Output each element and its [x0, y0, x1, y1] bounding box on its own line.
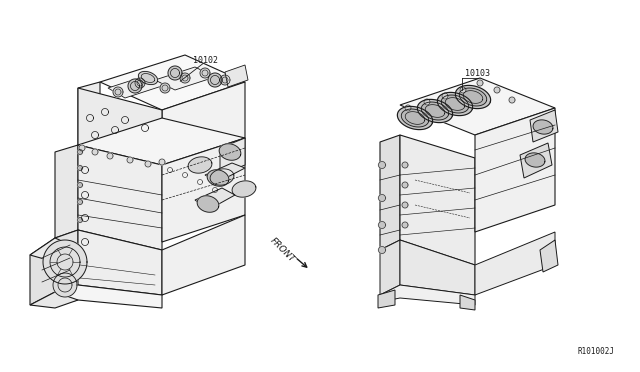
- Polygon shape: [145, 161, 151, 167]
- Polygon shape: [400, 240, 475, 295]
- Polygon shape: [30, 238, 78, 262]
- Polygon shape: [162, 138, 245, 242]
- Polygon shape: [220, 75, 230, 85]
- Polygon shape: [200, 68, 210, 78]
- Polygon shape: [456, 86, 491, 109]
- Polygon shape: [100, 55, 245, 110]
- Polygon shape: [138, 71, 157, 84]
- Polygon shape: [460, 88, 486, 106]
- Polygon shape: [402, 182, 408, 188]
- Text: FRONT: FRONT: [268, 236, 296, 264]
- Polygon shape: [225, 65, 248, 87]
- Polygon shape: [520, 143, 552, 178]
- Polygon shape: [197, 196, 219, 212]
- Polygon shape: [232, 181, 256, 197]
- Polygon shape: [78, 145, 162, 250]
- Polygon shape: [208, 73, 222, 87]
- Polygon shape: [160, 83, 170, 93]
- Polygon shape: [77, 218, 83, 222]
- Polygon shape: [525, 153, 545, 167]
- Polygon shape: [195, 188, 235, 210]
- Polygon shape: [77, 166, 83, 170]
- Text: R101002J: R101002J: [578, 347, 615, 356]
- Polygon shape: [378, 247, 385, 253]
- Polygon shape: [78, 82, 100, 145]
- Polygon shape: [220, 138, 245, 175]
- Polygon shape: [205, 163, 245, 182]
- Polygon shape: [417, 99, 452, 123]
- Polygon shape: [77, 199, 83, 205]
- Polygon shape: [30, 292, 78, 308]
- Polygon shape: [79, 145, 85, 151]
- Polygon shape: [55, 145, 78, 238]
- Polygon shape: [540, 240, 558, 272]
- Polygon shape: [509, 97, 515, 103]
- Polygon shape: [380, 135, 400, 250]
- Text: 10102: 10102: [193, 55, 218, 64]
- Polygon shape: [159, 159, 165, 165]
- Polygon shape: [162, 82, 245, 165]
- Polygon shape: [378, 195, 385, 202]
- Polygon shape: [55, 285, 162, 308]
- Polygon shape: [405, 105, 411, 111]
- Polygon shape: [380, 240, 400, 295]
- Polygon shape: [402, 202, 408, 208]
- Polygon shape: [188, 157, 212, 173]
- Polygon shape: [30, 238, 55, 305]
- Polygon shape: [128, 79, 142, 93]
- Polygon shape: [162, 215, 245, 295]
- Polygon shape: [397, 106, 433, 129]
- Polygon shape: [378, 221, 385, 228]
- Polygon shape: [135, 78, 145, 88]
- Polygon shape: [155, 67, 215, 90]
- Polygon shape: [43, 240, 87, 284]
- Polygon shape: [180, 73, 190, 83]
- Polygon shape: [92, 149, 98, 155]
- Polygon shape: [55, 230, 78, 292]
- Polygon shape: [168, 66, 182, 80]
- Polygon shape: [442, 95, 468, 113]
- Polygon shape: [77, 183, 83, 187]
- Polygon shape: [378, 161, 385, 169]
- Polygon shape: [494, 87, 500, 93]
- Polygon shape: [210, 169, 234, 185]
- Polygon shape: [401, 109, 429, 127]
- Polygon shape: [380, 285, 475, 305]
- Polygon shape: [78, 118, 245, 165]
- Polygon shape: [421, 102, 449, 120]
- Polygon shape: [533, 120, 553, 134]
- Polygon shape: [53, 273, 77, 297]
- Polygon shape: [460, 295, 475, 310]
- Polygon shape: [475, 108, 555, 232]
- Polygon shape: [78, 230, 162, 295]
- Polygon shape: [108, 75, 165, 98]
- Polygon shape: [400, 78, 555, 135]
- Polygon shape: [77, 150, 83, 154]
- Polygon shape: [477, 80, 483, 86]
- Text: 10103: 10103: [465, 68, 490, 77]
- Polygon shape: [402, 222, 408, 228]
- Polygon shape: [113, 87, 123, 97]
- Polygon shape: [378, 290, 395, 308]
- Polygon shape: [424, 99, 430, 105]
- Polygon shape: [219, 144, 241, 160]
- Polygon shape: [442, 93, 448, 99]
- Polygon shape: [402, 162, 408, 168]
- Polygon shape: [460, 87, 466, 93]
- Polygon shape: [475, 232, 555, 295]
- Polygon shape: [400, 135, 475, 265]
- Polygon shape: [78, 88, 162, 165]
- Polygon shape: [107, 153, 113, 159]
- Polygon shape: [530, 110, 558, 142]
- Polygon shape: [437, 92, 472, 116]
- Polygon shape: [207, 170, 229, 186]
- Polygon shape: [127, 157, 133, 163]
